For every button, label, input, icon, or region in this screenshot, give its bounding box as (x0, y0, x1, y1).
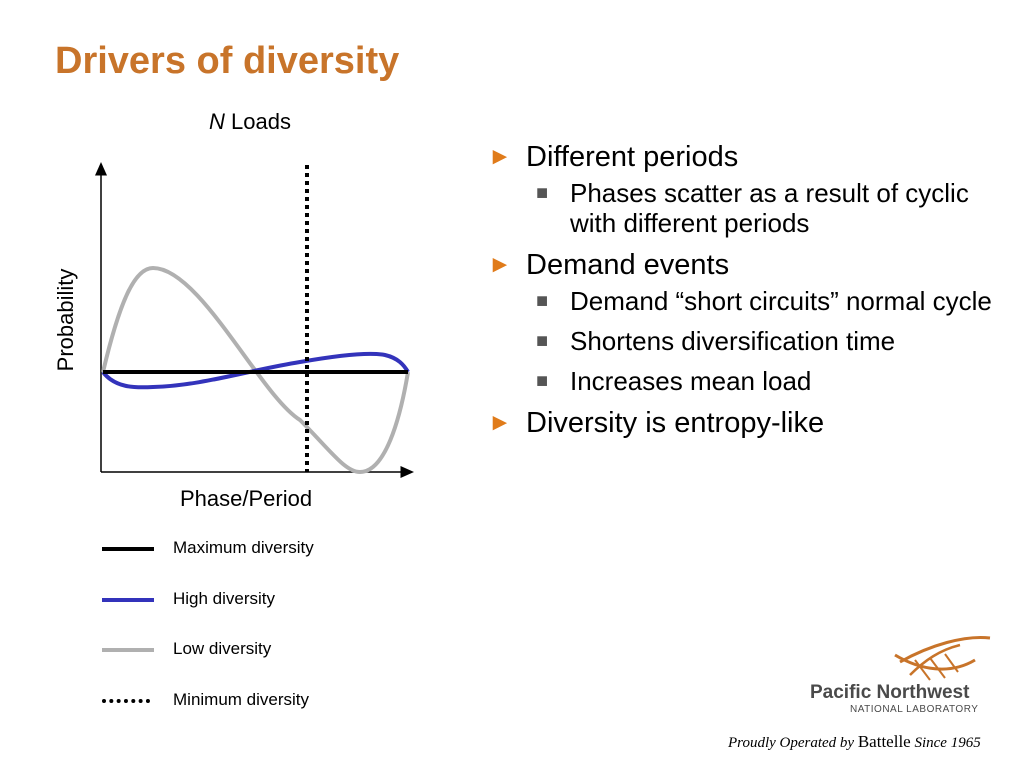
square-bullet-icon: ■ (536, 182, 549, 204)
low-diversity-curve (101, 265, 410, 475)
legend-label: Maximum diversity (173, 538, 314, 557)
sub-bullet-text: Phases scatter as a result of cyclic wit… (570, 178, 969, 238)
chart-title: N Loads (209, 111, 291, 133)
footer-post: Since 1965 (914, 735, 981, 751)
logo-name: Pacific Northwest (810, 682, 970, 703)
footer-pre: Proudly Operated by (728, 735, 855, 751)
square-bullet-icon: ■ (536, 330, 549, 352)
logo-mark-icon (894, 635, 991, 681)
bullet-item: ► Different periods (486, 140, 1006, 174)
sub-bullet-text: Shortens diversification time (570, 326, 896, 356)
sub-bullet-item: ■ Demand “short circuits” normal cycle (536, 286, 1006, 316)
sub-bullet-item: ■ Phases scatter as a result of cyclic w… (536, 178, 1006, 238)
bullet-item: ► Diversity is entropy-like (486, 406, 1006, 440)
legend-label: High diversity (173, 589, 276, 608)
footer-brand: Battelle (857, 732, 911, 751)
bullet-list: ► Different periods ■ Phases scatter as … (486, 140, 1006, 444)
footer: Proudly Operated by Battelle Since 1965 (728, 732, 981, 752)
legend-label: Minimum diversity (173, 690, 310, 709)
legend-label: Low diversity (173, 639, 272, 658)
legend-swatch (102, 699, 150, 703)
legend-item-maximum: Maximum diversity (100, 536, 400, 560)
triangle-bullet-icon: ► (488, 409, 512, 436)
legend-swatch (102, 648, 154, 652)
chart-title-text: Loads (231, 109, 291, 134)
bullet-item: ► Demand events (486, 248, 1006, 282)
page-title: Drivers of diversity (55, 40, 400, 82)
legend-swatch (102, 547, 154, 551)
legend-item-high: High diversity (100, 587, 400, 611)
pnnl-logo: Pacific Northwest NATIONAL LABORATORY (800, 630, 1010, 720)
legend-item-minimum: Minimum diversity (100, 688, 400, 712)
sub-bullet-text: Increases mean load (570, 366, 812, 396)
triangle-bullet-icon: ► (488, 143, 512, 170)
bullet-text: Diversity is entropy-like (526, 407, 825, 439)
sub-bullet-item: ■ Shortens diversification time (536, 326, 1006, 356)
square-bullet-icon: ■ (536, 290, 549, 312)
triangle-bullet-icon: ► (488, 251, 512, 278)
sub-bullet-item: ■ Increases mean load (536, 366, 1006, 396)
sub-bullet-text: Demand “short circuits” normal cycle (570, 286, 992, 316)
legend-item-low: Low diversity (100, 637, 400, 661)
chart-title-variable: N (209, 109, 225, 134)
bullet-text: Demand events (526, 249, 730, 281)
x-axis-label: Phase/Period (180, 486, 313, 511)
logo-subtitle: NATIONAL LABORATORY (850, 704, 979, 715)
legend-swatch (102, 598, 154, 602)
high-diversity-curve (101, 351, 410, 390)
square-bullet-icon: ■ (536, 370, 549, 392)
bullet-text: Different periods (526, 141, 739, 173)
